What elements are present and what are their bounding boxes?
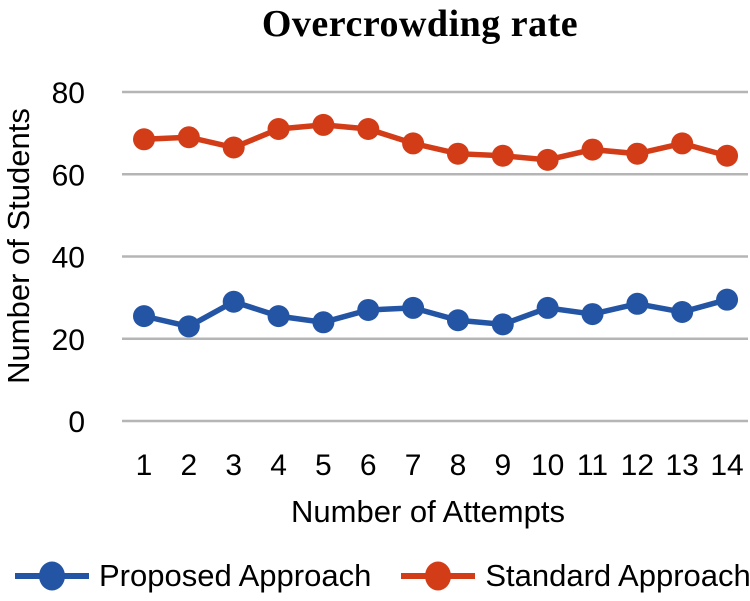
data-point — [446, 309, 469, 332]
x-tick-label: 8 — [450, 449, 467, 482]
data-point — [536, 296, 559, 319]
x-tick-label: 9 — [494, 449, 511, 482]
data-point — [671, 301, 694, 324]
x-tick-label: 2 — [181, 449, 198, 482]
y-tick-label: 80 — [52, 77, 85, 110]
legend-item-proposed-approach: Proposed Approach — [14, 558, 371, 594]
legend: Proposed Approach Standard Approach — [14, 558, 750, 594]
data-point — [267, 118, 290, 141]
data-point — [133, 305, 155, 328]
data-point — [312, 311, 335, 334]
data-point — [312, 113, 335, 136]
data-point — [446, 142, 469, 165]
data-point — [357, 298, 380, 321]
y-tick-label: 0 — [68, 406, 85, 439]
x-tick-label: 6 — [360, 449, 377, 482]
chart-title: Overcrowding rate — [261, 3, 579, 45]
x-tick-label: 13 — [666, 449, 699, 482]
x-tick-label: 12 — [621, 449, 654, 482]
line-marker-icon — [401, 561, 476, 591]
data-point — [222, 290, 245, 313]
x-tick-label: 14 — [710, 449, 743, 482]
x-tick-label: 4 — [270, 449, 287, 482]
x-axis-title: Number of Attempts — [291, 494, 565, 529]
data-point — [491, 144, 514, 167]
data-point — [581, 303, 604, 326]
x-tick-label: 11 — [577, 449, 608, 482]
legend-label-standard-approach: Standard Approach — [485, 558, 750, 593]
data-point — [716, 144, 739, 167]
data-point — [402, 132, 425, 155]
data-point — [357, 118, 380, 141]
legend-label-proposed-approach: Proposed Approach — [99, 558, 372, 593]
data-point — [491, 313, 514, 336]
y-tick-label: 40 — [52, 242, 85, 275]
data-point — [716, 288, 739, 311]
data-point — [626, 142, 649, 165]
x-tick-label: 5 — [315, 449, 332, 482]
x-tick-label: 1 — [136, 449, 153, 482]
x-tick-label: 3 — [225, 449, 242, 482]
data-point — [222, 136, 245, 159]
data-point — [402, 296, 425, 319]
legend-item-standard-approach: Standard Approach — [400, 558, 750, 594]
y-tick-label: 60 — [52, 159, 85, 192]
data-point — [177, 315, 200, 338]
data-point — [671, 132, 694, 155]
data-point — [133, 128, 155, 151]
y-tick-label: 20 — [52, 324, 85, 357]
data-point — [177, 126, 200, 149]
data-point — [581, 138, 604, 161]
data-point — [536, 148, 559, 171]
data-point — [267, 305, 290, 328]
x-tick-label: 7 — [405, 449, 422, 482]
x-tick-label: 10 — [531, 449, 564, 482]
line-marker-icon — [15, 561, 89, 591]
data-point — [626, 292, 649, 315]
